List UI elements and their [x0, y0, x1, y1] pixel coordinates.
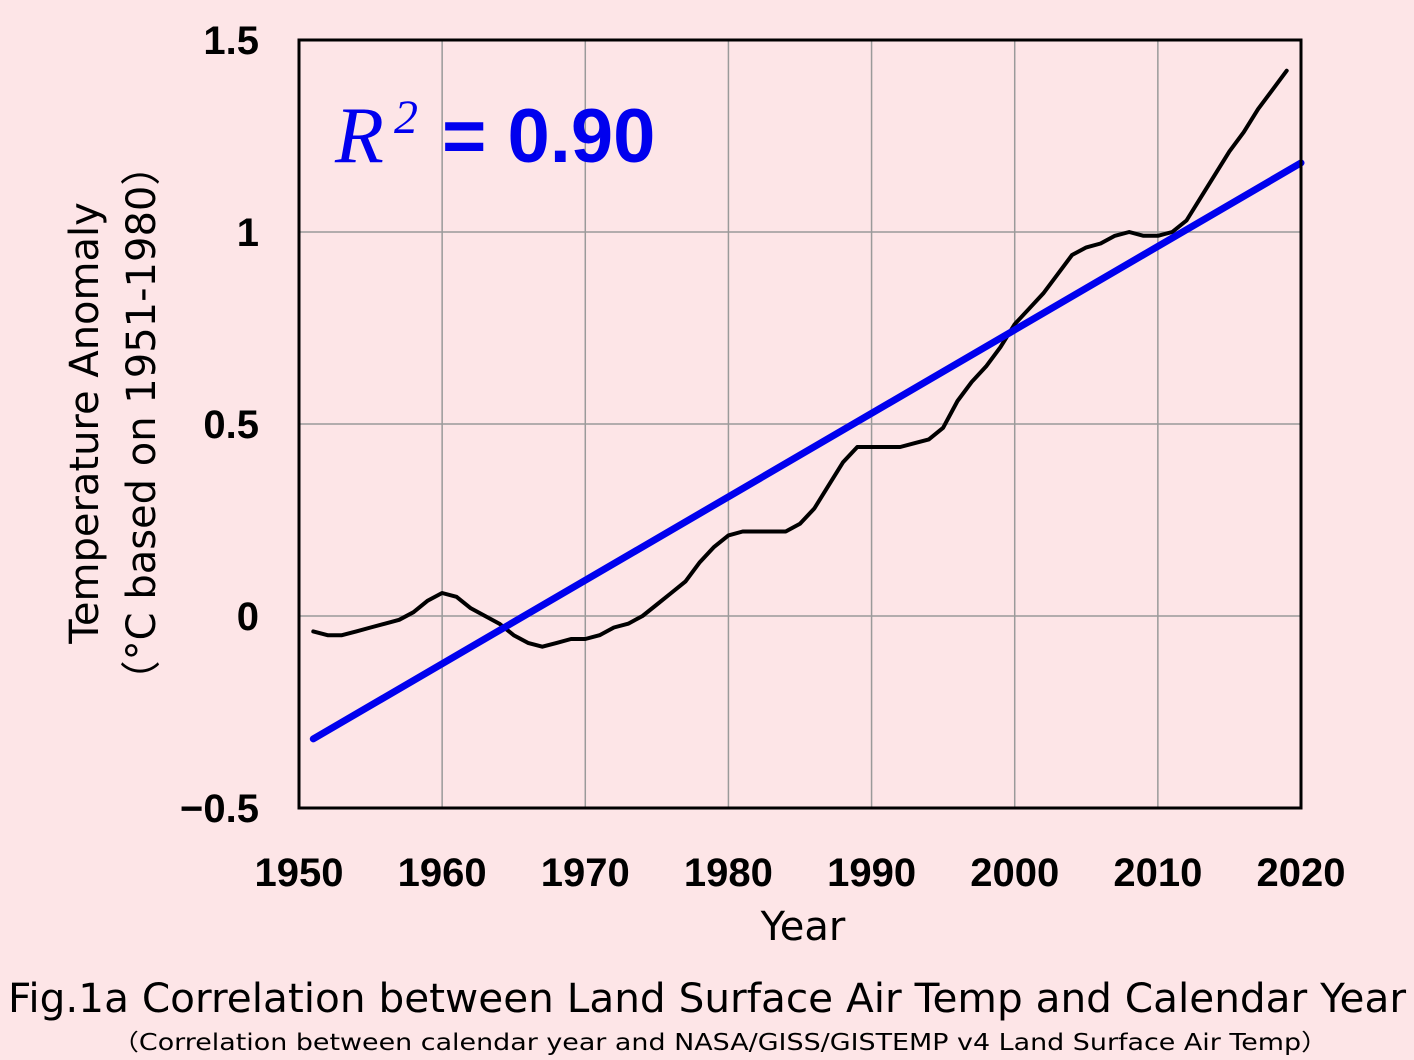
x-tick-label: 1980: [684, 851, 773, 895]
y-tick-label: 1: [237, 211, 259, 255]
figure-subcaption: （Correlation between calendar year and N…: [112, 1030, 1328, 1056]
r-squared-superscript: 2: [394, 91, 418, 144]
x-tick-label: 1970: [541, 851, 630, 895]
y-tick-label: 0.5: [203, 403, 259, 447]
x-tick-label: 2010: [1113, 851, 1202, 895]
y-tick-label: 0: [237, 595, 259, 639]
x-tick-label: 2020: [1257, 851, 1346, 895]
series-line-regression: [309, 159, 1305, 743]
r-squared-annotation: R 2 = 0.90: [334, 91, 655, 180]
r-squared-symbol: R: [334, 92, 384, 180]
y-axis-title-line1-group: Temperature Anomaly: [62, 202, 108, 645]
series-line-temperature: [311, 68, 1289, 649]
y-axis-title-line2-group: （°C based on 1951-1980）: [119, 146, 165, 701]
r-squared-value: = 0.90: [442, 94, 655, 179]
x-tick-label: 1960: [398, 851, 487, 895]
x-tick-label: 1990: [827, 851, 916, 895]
y-tick-labels: −0.5 0 0.5 1 1.5: [180, 19, 259, 831]
y-axis-title-line2: （°C based on 1951-1980）: [119, 146, 165, 701]
x-axis-title: Year: [760, 904, 846, 950]
y-axis-title-line1: Temperature Anomaly: [62, 202, 108, 645]
figure-caption: Fig.1a Correlation between Land Surface …: [8, 976, 1407, 1022]
x-tick-labels: 1950 1960 1970 1980 1990 2000 2010 2020: [255, 851, 1346, 895]
y-tick-label: 1.5: [203, 19, 259, 63]
x-tick-label: 2000: [970, 851, 1059, 895]
series-layer: [309, 68, 1305, 743]
plot-frame: [297, 38, 1303, 810]
y-tick-label: −0.5: [180, 787, 259, 831]
x-tick-label: 1950: [255, 851, 344, 895]
